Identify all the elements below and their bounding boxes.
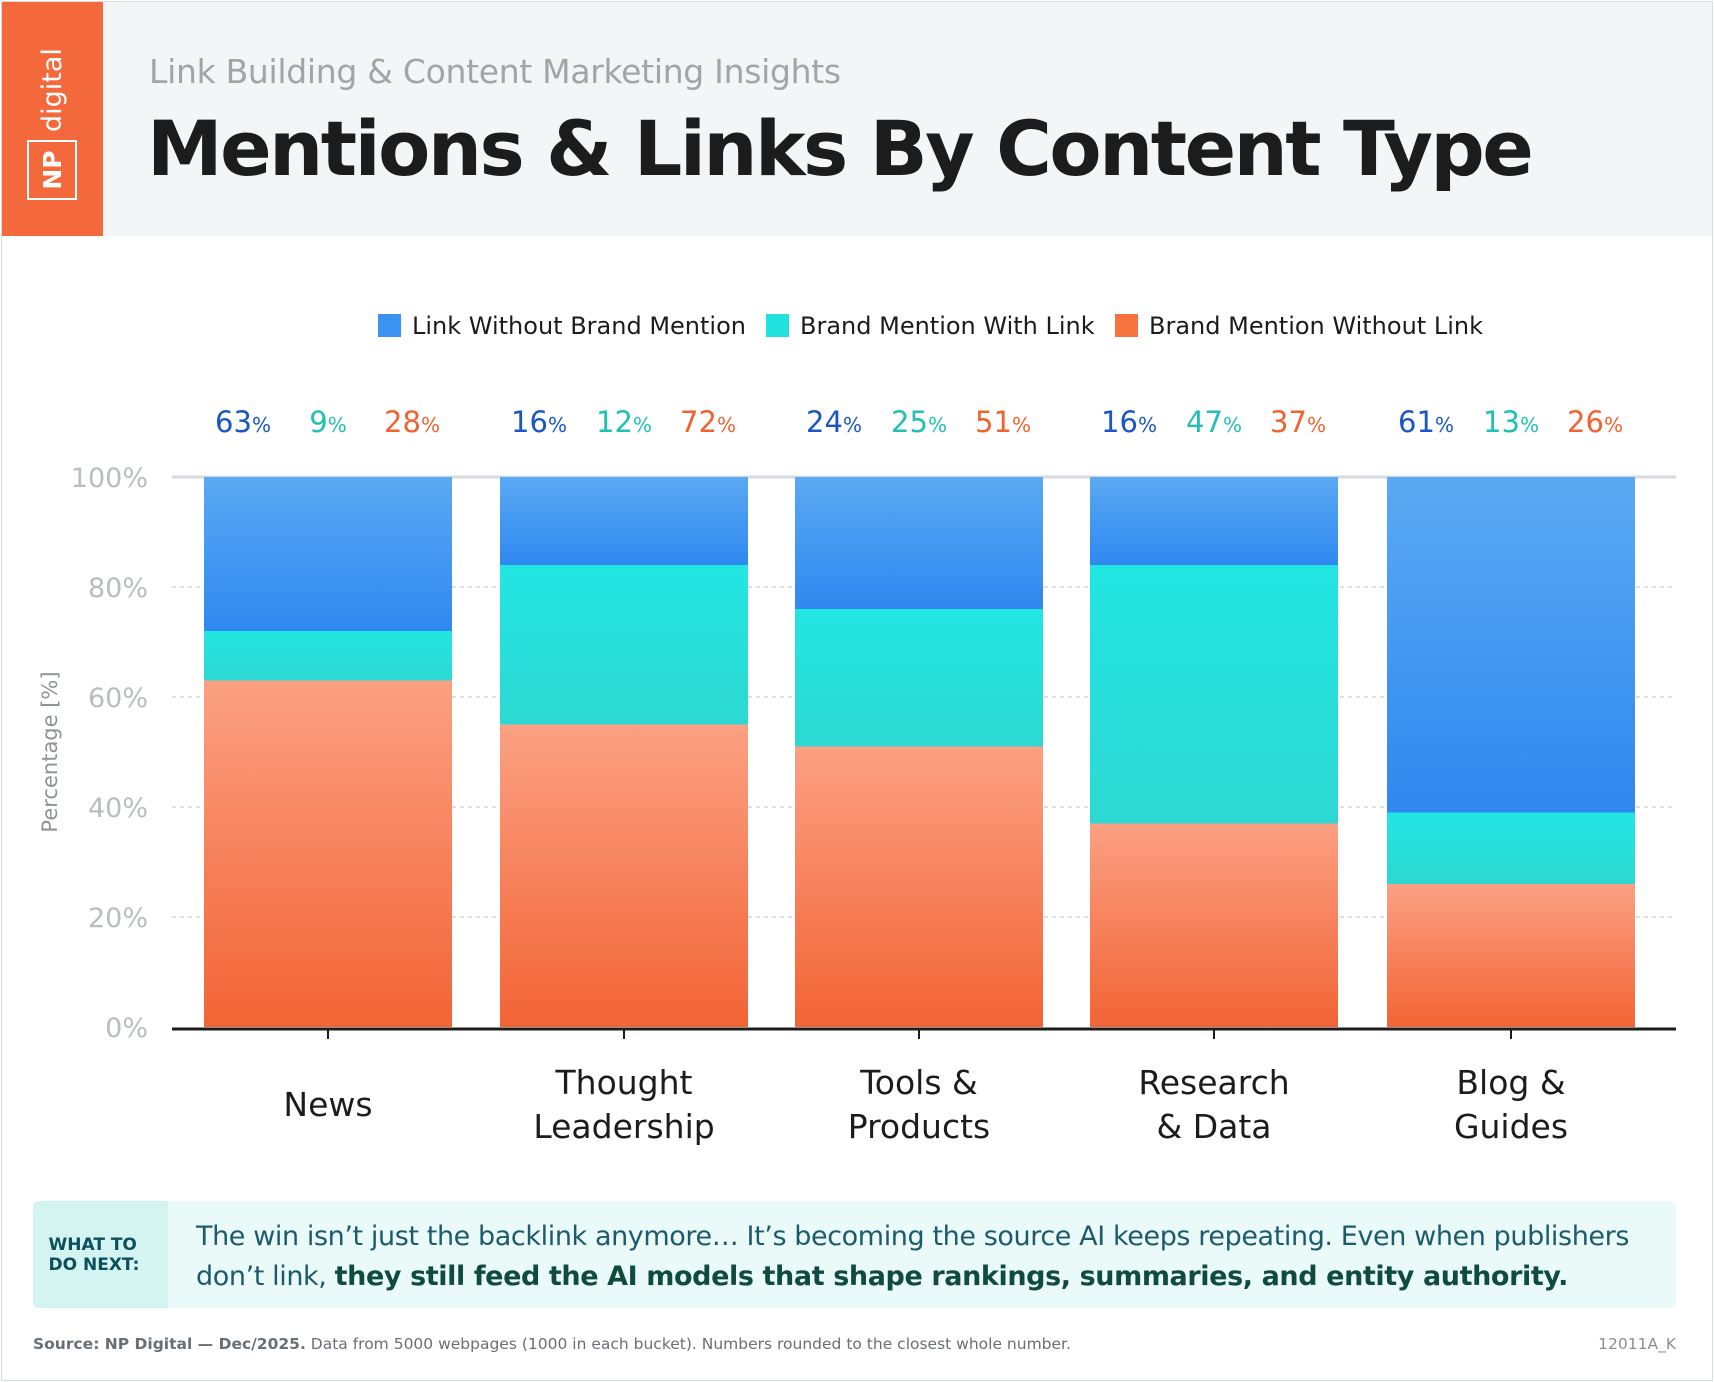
- legend-label: Link Without Brand Mention: [412, 312, 746, 340]
- y-tick-label: 60%: [88, 683, 148, 714]
- page-subtitle: Link Building & Content Marketing Insigh…: [149, 52, 841, 91]
- value-label: 26%: [1567, 405, 1623, 439]
- value-label: 16%: [511, 405, 567, 439]
- x-tick-label: & Data: [1156, 1107, 1271, 1146]
- legend-label: Brand Mention Without Link: [1149, 312, 1483, 340]
- figure-code: 12011A_K: [1598, 1335, 1676, 1353]
- value-label: 25%: [891, 405, 947, 439]
- value-label: 47%: [1186, 405, 1242, 439]
- bar-segment-link-without-brand-mention: [500, 477, 748, 565]
- bar-thought-leadership: [500, 477, 748, 1027]
- bar-blog-and-guides: [1387, 477, 1635, 1027]
- y-tick-label: 40%: [88, 793, 148, 824]
- what-to-do-next-label: WHAT TO DO NEXT:: [48, 1234, 140, 1275]
- bar-segment-link-without-brand-mention: [1090, 477, 1338, 565]
- x-axis: News Thought Leadership Tools & Products Rese…: [172, 1027, 1676, 1146]
- value-label: 28%: [384, 405, 440, 439]
- x-tick-label: News: [283, 1085, 372, 1124]
- y-axis: 0% 20% 40% 60% 80% 100% Percentage [%]: [38, 463, 148, 1044]
- bar-segment-link-without-brand-mention: [1387, 477, 1635, 813]
- value-label: 51%: [975, 405, 1031, 439]
- legend-swatch: [766, 314, 789, 337]
- bar-news: [204, 477, 452, 1027]
- x-tick-label: Thought: [555, 1063, 693, 1102]
- stacked-bar-chart: Link Without Brand Mention Brand Mention …: [38, 312, 1676, 1146]
- bar-segment-brand-mention-with-link: [1090, 565, 1338, 824]
- y-tick-label: 0%: [105, 1013, 148, 1044]
- x-tick-label: Research: [1138, 1063, 1289, 1102]
- source-details: Data from 5000 webpages (1000 in each bu…: [305, 1335, 1071, 1353]
- brand-logo: NP digital: [2, 2, 103, 236]
- what-to-do-next-text: The win isn’t just the backlink anymore……: [196, 1217, 1666, 1297]
- bar-segment-brand-mention-without-link: [1387, 884, 1635, 1027]
- bar-segment-brand-mention-with-link: [1387, 812, 1635, 884]
- bar-tools-and-products: [795, 477, 1043, 1027]
- note-bold-text: they still feed the AI models that shape…: [334, 1261, 1569, 1292]
- legend-swatch: [1115, 314, 1138, 337]
- value-label: 16%: [1101, 405, 1157, 439]
- x-tick-label: Blog &: [1456, 1063, 1565, 1102]
- bar-segment-brand-mention-with-link: [204, 631, 452, 681]
- bar-segment-link-without-brand-mention: [795, 477, 1043, 609]
- header: NP digital Link Building & Content Marke…: [2, 2, 1712, 236]
- what-to-do-next-label-box: WHAT TO DO NEXT:: [33, 1201, 168, 1308]
- source-label: Source: NP Digital — Dec/2025.: [33, 1335, 306, 1353]
- value-label: 72%: [680, 405, 736, 439]
- bar-segment-brand-mention-without-link: [1090, 823, 1338, 1027]
- y-axis-label: Percentage [%]: [38, 671, 62, 832]
- bar-segment-brand-mention-with-link: [795, 609, 1043, 747]
- y-tick-label: 80%: [88, 573, 148, 604]
- note-regular-text: The win isn’t just the backlink anymore……: [196, 1221, 1629, 1292]
- source-note: Source: NP Digital — Dec/2025. Data from…: [33, 1335, 1071, 1353]
- legend-item-brand-mention-with-link: Brand Mention With Link: [766, 312, 1095, 340]
- value-label: 63%: [215, 405, 271, 439]
- value-label: 24%: [806, 405, 862, 439]
- bars: [204, 477, 1635, 1027]
- what-to-do-next-panel: WHAT TO DO NEXT: The win isn’t just the …: [33, 1201, 1676, 1308]
- y-tick-label: 100%: [71, 463, 148, 494]
- page-title: Mentions & Links By Content Type: [147, 104, 1534, 193]
- x-tick-label: Guides: [1454, 1107, 1568, 1146]
- bar-segment-link-without-brand-mention: [204, 477, 452, 631]
- series-value-labels: 63% 16% 24% 16% 61% 9% 12% 25% 47% 13% 28% 72% 51% 37…: [215, 405, 1623, 439]
- value-label: 37%: [1270, 405, 1326, 439]
- x-tick-label: Products: [848, 1107, 991, 1146]
- legend-swatch: [378, 314, 401, 337]
- value-label: 9%: [309, 405, 346, 439]
- legend-item-link-without-brand-mention: Link Without Brand Mention: [378, 312, 746, 340]
- legend-item-brand-mention-without-link: Brand Mention Without Link: [1115, 312, 1483, 340]
- bar-segment-brand-mention-without-link: [500, 724, 748, 1027]
- chart-legend: Link Without Brand Mention Brand Mention …: [378, 312, 1483, 340]
- legend-label: Brand Mention With Link: [800, 312, 1095, 340]
- bar-segment-brand-mention-without-link: [795, 746, 1043, 1027]
- value-label: 13%: [1483, 405, 1539, 439]
- bar-segment-brand-mention-with-link: [500, 565, 748, 725]
- value-label: 12%: [596, 405, 652, 439]
- x-tick-label: Leadership: [533, 1107, 714, 1146]
- bar-segment-brand-mention-without-link: [204, 680, 452, 1027]
- value-label: 61%: [1398, 405, 1454, 439]
- y-tick-label: 20%: [88, 903, 148, 934]
- bar-research-and-data: [1090, 477, 1338, 1027]
- x-tick-label: Tools &: [859, 1063, 978, 1102]
